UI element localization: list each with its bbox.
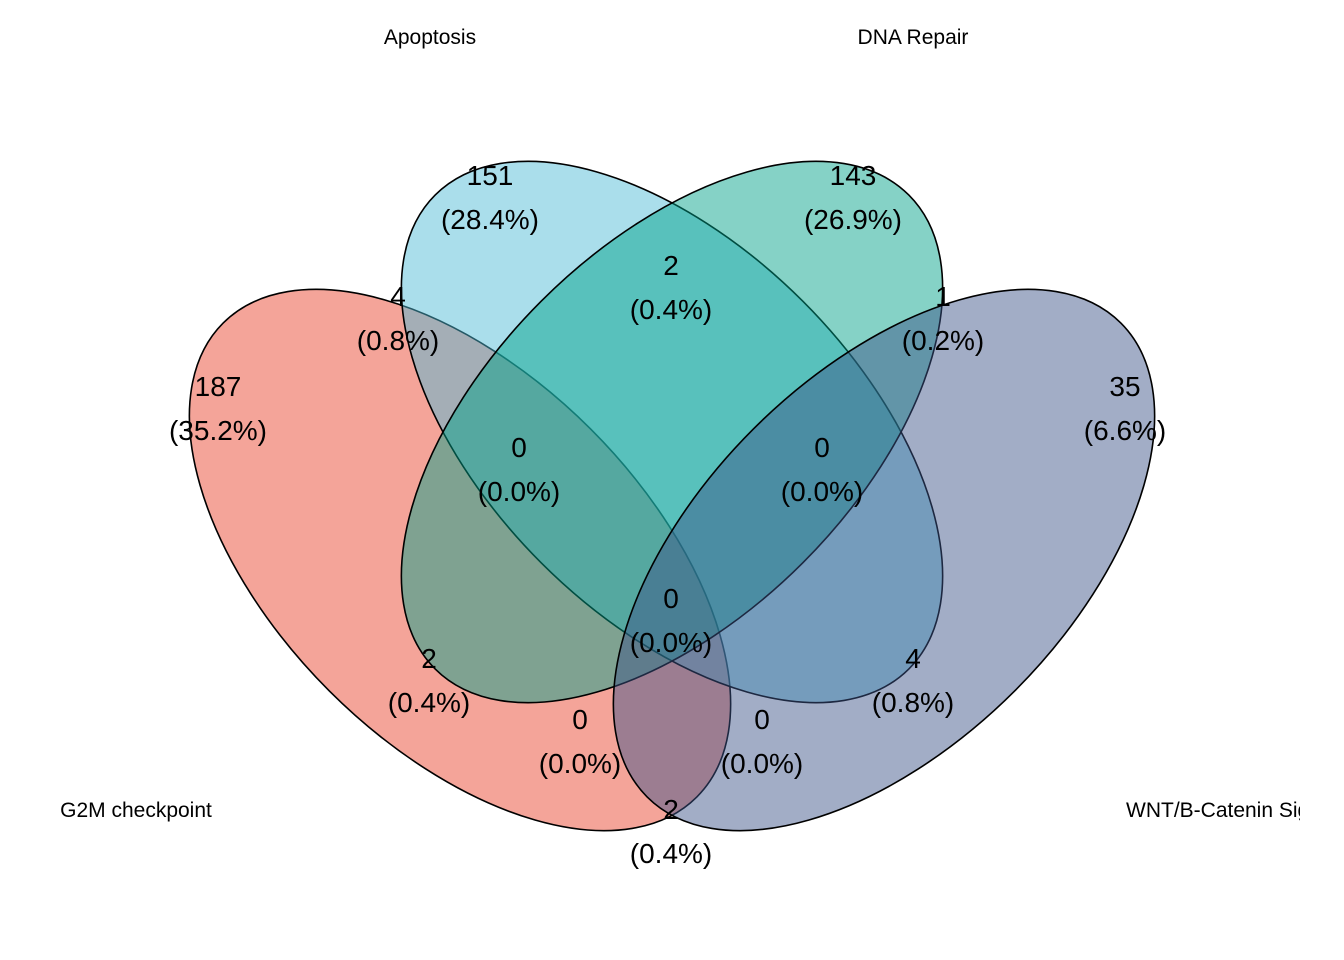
set-ellipse-g2m — [188, 288, 732, 832]
set-label-wnt-signaling: WNT/B-Catenin Signaling — [1126, 799, 1344, 822]
region-count-apoptosis-wnt: 4 — [905, 643, 921, 674]
region-count-g2m-apoptosis-dna: 0 — [511, 432, 527, 463]
region-percent-apoptosis-dna-wnt: (0.0%) — [781, 476, 863, 507]
region-count-apoptosis-dna-wnt: 0 — [814, 432, 830, 463]
region-percent-g2m-apoptosis-wnt: (0.0%) — [721, 748, 803, 779]
region-percent-g2m-only: (35.2%) — [169, 415, 267, 446]
region-percent-apoptosis-dna: (0.4%) — [630, 294, 712, 325]
region-count-g2m-only: 187 — [195, 371, 242, 402]
region-percent-g2m-wnt: (0.4%) — [630, 838, 712, 869]
region-percent-dna-only: (26.9%) — [804, 204, 902, 235]
set-ellipse-wnt — [612, 288, 1156, 832]
region-labels: 187 (35.2%) 151 (28.4%) 143 (26.9%) 35 (6.6%) 4 (… — [169, 160, 1166, 869]
set-ellipse-apoptosis — [400, 160, 944, 704]
region-percent-apoptosis-only: (28.4%) — [441, 204, 539, 235]
set-label-dna-repair: DNA Repair — [858, 26, 969, 49]
region-percent-g2m-dna-wnt: (0.0%) — [539, 748, 621, 779]
region-count-dna-only: 143 — [830, 160, 877, 191]
region-count-g2m-apoptosis: 4 — [390, 281, 406, 312]
set-label-apoptosis: Apoptosis — [384, 26, 476, 49]
region-count-apoptosis-only: 151 — [467, 160, 514, 191]
region-percent-apoptosis-wnt: (0.8%) — [872, 687, 954, 718]
region-percent-g2m-dna: (0.4%) — [388, 687, 470, 718]
set-ellipses — [188, 160, 1156, 832]
region-percent-all-four: (0.0%) — [630, 627, 712, 658]
region-count-g2m-dna: 2 — [421, 643, 437, 674]
region-percent-dna-wnt: (0.2%) — [902, 325, 984, 356]
set-label-g2m-checkpoint: G2M checkpoint — [60, 799, 212, 822]
region-count-g2m-dna-wnt: 0 — [572, 704, 588, 735]
region-count-g2m-wnt: 2 — [663, 794, 679, 825]
region-count-wnt-only: 35 — [1109, 371, 1140, 402]
region-percent-g2m-apoptosis-dna: (0.0%) — [478, 476, 560, 507]
region-count-apoptosis-dna: 2 — [663, 250, 679, 281]
region-percent-g2m-apoptosis: (0.8%) — [357, 325, 439, 356]
region-percent-wnt-only: (6.6%) — [1084, 415, 1166, 446]
region-count-all-four: 0 — [663, 583, 679, 614]
region-count-g2m-apoptosis-wnt: 0 — [754, 704, 770, 735]
region-count-dna-wnt: 1 — [935, 281, 951, 312]
set-ellipse-dna — [400, 160, 944, 704]
